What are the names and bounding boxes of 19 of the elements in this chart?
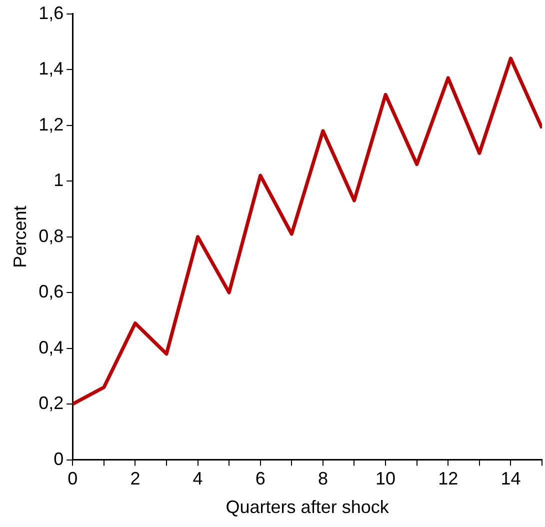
x-tick-label: 6 <box>255 468 266 489</box>
y-tick-label: 1,4 <box>38 58 64 79</box>
x-tick-label: 2 <box>130 468 140 489</box>
y-tick-label: 1,6 <box>38 2 64 23</box>
y-tick-label: 1,2 <box>38 114 64 134</box>
x-tick-label: 14 <box>500 468 521 489</box>
x-tick-label: 12 <box>438 468 458 489</box>
x-tick-label: 8 <box>318 468 328 489</box>
y-tick-label: 0,4 <box>38 337 64 358</box>
x-tick-label: 4 <box>192 468 203 489</box>
y-tick-label: 0,6 <box>38 282 64 302</box>
x-tick-label: 0 <box>68 468 78 489</box>
y-tick-label: 0 <box>54 448 64 469</box>
y-tick-label: 1 <box>54 170 64 190</box>
x-axis-title: Quarters after shock <box>226 497 390 518</box>
y-axis-title: Percent <box>10 206 30 268</box>
y-tick-label: 0,8 <box>38 226 64 246</box>
x-tick-label: 10 <box>376 468 396 489</box>
y-tick-label: 0,2 <box>38 393 64 414</box>
